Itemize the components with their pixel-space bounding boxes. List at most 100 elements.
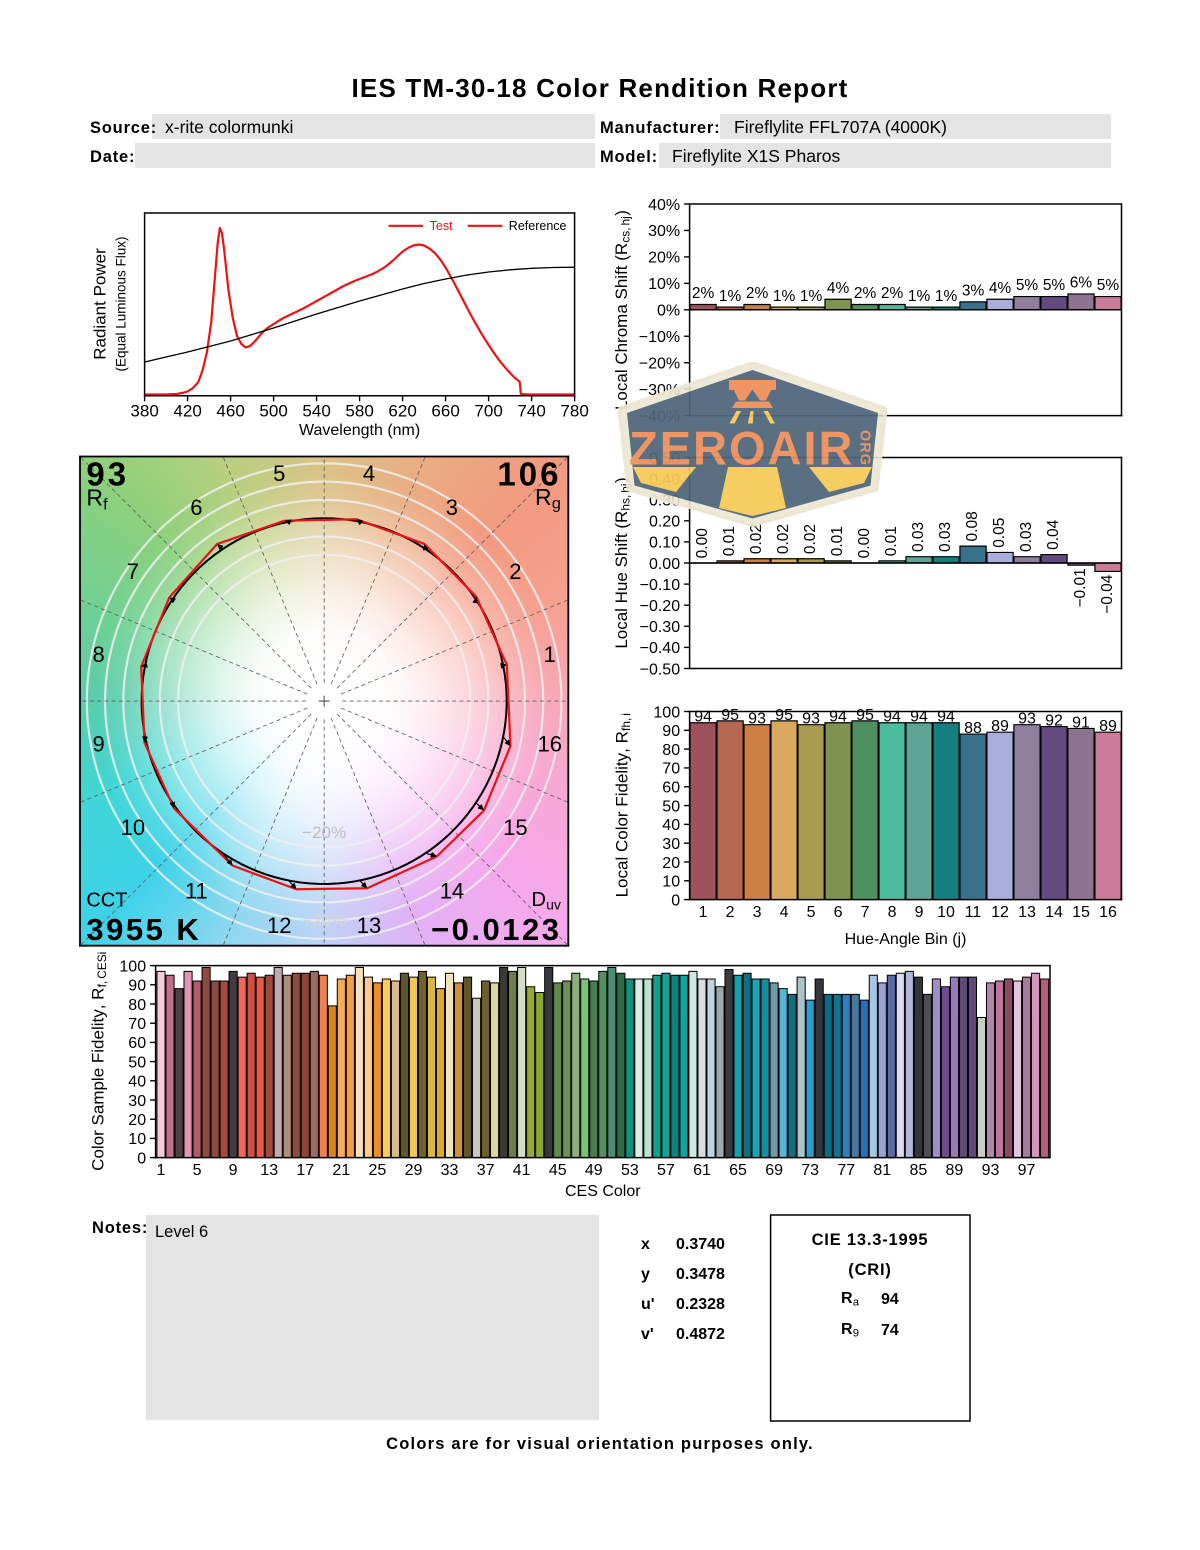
svg-text:0.01: 0.01 — [829, 526, 846, 556]
svg-text:70: 70 — [128, 1016, 146, 1033]
svg-text:94: 94 — [829, 709, 847, 726]
svg-text:2%: 2% — [692, 285, 715, 302]
svg-text:10: 10 — [128, 1131, 146, 1148]
svg-text:92: 92 — [1045, 712, 1063, 729]
svg-text:Date:: Date: — [90, 148, 135, 166]
svg-text:60: 60 — [662, 780, 680, 797]
svg-text:1%: 1% — [719, 288, 742, 305]
svg-text:Reference: Reference — [509, 219, 567, 233]
svg-text:2%: 2% — [881, 285, 904, 302]
svg-text:20: 20 — [128, 1112, 146, 1129]
svg-text:29: 29 — [405, 1162, 423, 1179]
svg-text:13: 13 — [260, 1162, 278, 1179]
svg-text:9: 9 — [915, 904, 924, 921]
svg-text:4: 4 — [780, 904, 789, 921]
svg-text:620: 620 — [388, 402, 416, 421]
svg-text:74: 74 — [881, 1322, 899, 1339]
svg-text:380: 380 — [130, 402, 158, 421]
svg-text:100: 100 — [119, 958, 146, 975]
svg-text:Radiant Power: Radiant Power — [90, 248, 109, 360]
svg-text:v': v' — [641, 1326, 654, 1343]
svg-text:1%: 1% — [800, 288, 823, 305]
svg-text:77: 77 — [837, 1162, 855, 1179]
svg-text:21: 21 — [332, 1162, 350, 1179]
svg-text:93: 93 — [802, 711, 820, 728]
svg-text:40%: 40% — [648, 197, 680, 214]
svg-text:16: 16 — [1099, 904, 1117, 921]
svg-text:70: 70 — [662, 761, 680, 778]
svg-text:14: 14 — [1045, 904, 1063, 921]
svg-text:1%: 1% — [773, 288, 796, 305]
svg-text:57: 57 — [657, 1162, 675, 1179]
svg-text:4%: 4% — [827, 280, 850, 297]
svg-text:97: 97 — [1018, 1162, 1036, 1179]
svg-text:93: 93 — [1018, 711, 1036, 728]
svg-text:Manufacturer:: Manufacturer: — [600, 119, 720, 137]
svg-text:5%: 5% — [1097, 277, 1120, 294]
svg-text:Test: Test — [430, 219, 453, 233]
svg-text:30%: 30% — [648, 223, 680, 240]
svg-text:C o l o r: C o l o r S a m p l e F i d e l i t y , … — [88, 928, 110, 1171]
svg-text:x-rite colormunki: x-rite colormunki — [165, 117, 293, 137]
svg-text:−0.10: −0.10 — [640, 577, 681, 594]
svg-text:Hue-Angle Bin (j): Hue-Angle Bin (j) — [845, 931, 967, 948]
svg-text:1: 1 — [157, 1162, 166, 1179]
svg-text:33: 33 — [441, 1162, 459, 1179]
svg-text:−20%: −20% — [639, 355, 680, 372]
svg-text:−0.40: −0.40 — [640, 640, 681, 657]
svg-text:L o c a l: L o c a l C h r o m a S h i f t ( R ) c … — [612, 183, 634, 410]
svg-text:D u v: D u v — [531, 889, 587, 913]
svg-text:3%: 3% — [962, 282, 985, 299]
svg-text:16: 16 — [537, 732, 561, 757]
svg-text:0.03: 0.03 — [937, 522, 954, 552]
svg-text:93: 93 — [86, 455, 129, 492]
svg-text:740: 740 — [517, 402, 545, 421]
svg-text:−20%: −20% — [302, 823, 346, 842]
svg-text:9: 9 — [92, 732, 104, 757]
svg-text:540: 540 — [302, 402, 330, 421]
svg-text:53: 53 — [621, 1162, 639, 1179]
svg-text:95: 95 — [775, 707, 793, 724]
svg-text:−10%: −10% — [639, 329, 680, 346]
svg-text:y: y — [641, 1266, 650, 1283]
svg-text:8: 8 — [92, 642, 104, 667]
svg-text:R a: R a — [841, 1290, 881, 1310]
svg-text:20: 20 — [662, 855, 680, 872]
svg-text:0.02: 0.02 — [775, 524, 792, 554]
svg-text:94: 94 — [937, 709, 955, 726]
svg-text:5: 5 — [193, 1162, 202, 1179]
svg-text:−0.01: −0.01 — [1072, 568, 1089, 607]
svg-text:Model:: Model: — [600, 148, 658, 166]
svg-text:CCT: CCT — [86, 889, 127, 911]
svg-text:80: 80 — [128, 997, 146, 1014]
svg-text:Source:: Source: — [90, 119, 157, 137]
svg-text:0.00: 0.00 — [649, 556, 680, 573]
svg-text:Fireflylite X1S Pharos: Fireflylite X1S Pharos — [672, 146, 841, 166]
svg-text:0.10: 0.10 — [649, 535, 680, 552]
svg-text:20%: 20% — [648, 250, 680, 267]
svg-text:50: 50 — [128, 1054, 146, 1071]
svg-text:4: 4 — [363, 461, 375, 486]
svg-text:10%: 10% — [648, 276, 680, 293]
svg-text:11: 11 — [185, 878, 208, 903]
svg-text:0.00: 0.00 — [856, 528, 873, 559]
svg-text:L o c a l: L o c a l C o l o r F i d e l i t y , R … — [612, 691, 634, 898]
svg-text:u': u' — [641, 1296, 655, 1313]
svg-text:−0.30: −0.30 — [640, 619, 681, 636]
svg-text:91: 91 — [1072, 714, 1090, 731]
svg-text:30: 30 — [128, 1093, 146, 1110]
svg-text:85: 85 — [909, 1162, 927, 1179]
svg-text:0.03: 0.03 — [1018, 522, 1035, 552]
svg-text:73: 73 — [801, 1162, 819, 1179]
svg-text:2: 2 — [726, 904, 735, 921]
svg-text:x: x — [641, 1236, 650, 1253]
svg-text:100: 100 — [653, 704, 680, 721]
svg-text:12: 12 — [991, 904, 1009, 921]
svg-text:15: 15 — [503, 815, 527, 840]
svg-text:17: 17 — [296, 1162, 314, 1179]
svg-text:94: 94 — [883, 709, 901, 726]
svg-text:(Equal Luminous Flux): (Equal Luminous Flux) — [113, 236, 128, 371]
svg-text:0.00: 0.00 — [694, 528, 711, 559]
svg-text:420: 420 — [173, 402, 201, 421]
svg-text:2%: 2% — [854, 285, 877, 302]
